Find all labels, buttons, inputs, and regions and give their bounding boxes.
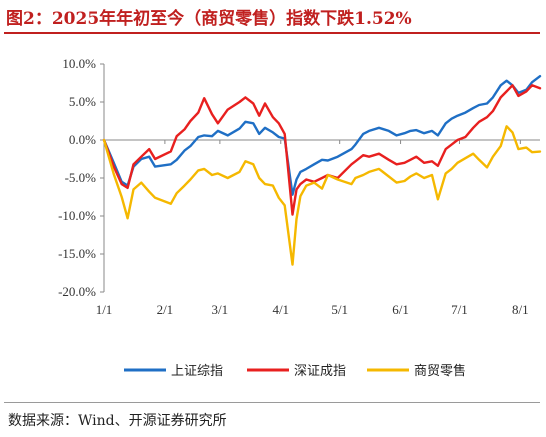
y-tick-label: -10.0% bbox=[58, 208, 96, 223]
series-line-0 bbox=[102, 75, 542, 196]
source-divider bbox=[4, 402, 540, 403]
y-tick-label: 0.0% bbox=[69, 132, 96, 147]
x-tick-label: 8/1 bbox=[512, 302, 529, 317]
legend-label-2: 商贸零售 bbox=[414, 363, 466, 379]
chart-title: 图2：2025年年初至今（商贸零售）指数下跌1.52% bbox=[6, 9, 412, 29]
y-tick-label: 5.0% bbox=[69, 94, 96, 109]
legend: 上证综指 深证成指 商贸零售 bbox=[124, 363, 466, 379]
y-tick-label: -5.0% bbox=[65, 170, 97, 185]
y-axis-labels: 10.0% 5.0% 0.0% -5.0% -10.0% -15.0% -20.0% bbox=[58, 56, 96, 299]
x-tick-label: 4/1 bbox=[272, 302, 289, 317]
x-tick-label: 3/1 bbox=[212, 302, 229, 317]
y-tick-label: -20.0% bbox=[58, 284, 96, 299]
series-lines bbox=[102, 75, 542, 266]
legend-label-0: 上证综指 bbox=[171, 364, 223, 379]
series-line-2 bbox=[102, 125, 542, 266]
x-tick-label: 7/1 bbox=[451, 302, 468, 317]
x-tick-label: 5/1 bbox=[331, 302, 348, 317]
x-tick-label: 2/1 bbox=[157, 302, 174, 317]
series-line-1 bbox=[102, 84, 542, 216]
x-axis-labels: 1/1 2/1 3/1 4/1 5/1 6/1 7/1 8/1 bbox=[96, 302, 529, 317]
x-tick-label: 6/1 bbox=[392, 302, 409, 317]
title-divider bbox=[4, 32, 540, 34]
legend-label-1: 深证成指 bbox=[294, 364, 346, 379]
x-tick-label: 1/1 bbox=[96, 302, 113, 317]
y-tick-label: -15.0% bbox=[58, 246, 96, 261]
source-note: 数据来源：Wind、开源证券研究所 bbox=[8, 413, 227, 429]
y-tick-label: 10.0% bbox=[62, 56, 96, 71]
